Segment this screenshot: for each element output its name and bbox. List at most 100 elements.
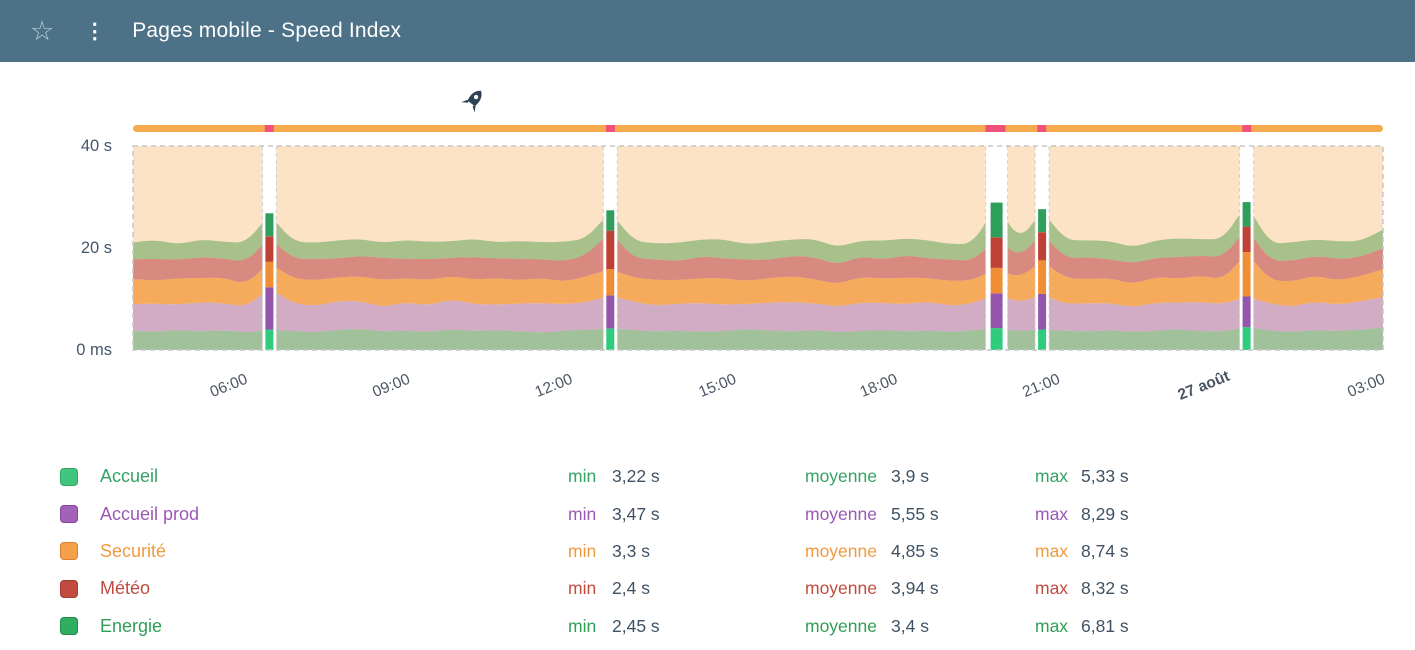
status-marker[interactable] bbox=[1242, 125, 1252, 132]
min-label: min bbox=[568, 540, 597, 561]
event-spike-segment bbox=[990, 202, 1003, 238]
event-spike-segment bbox=[1242, 226, 1251, 253]
min-label: min bbox=[568, 466, 597, 487]
y-tick-label: 40 s bbox=[81, 137, 112, 155]
max-label: max bbox=[1035, 503, 1069, 524]
moyenne-value: 3,94 s bbox=[891, 578, 939, 599]
legend-row[interactable]: Météo min 2,4 s moyenne 3,94 s max 8,32 s bbox=[0, 570, 1415, 607]
y-tick-label: 0 ms bbox=[76, 341, 112, 359]
area-series-3 bbox=[133, 234, 1383, 283]
max-value: 6,81 s bbox=[1081, 615, 1129, 636]
area-series-4 bbox=[133, 211, 1383, 263]
event-spike-segment bbox=[606, 230, 615, 269]
status-marker[interactable] bbox=[985, 125, 1006, 132]
menu-dots-icon[interactable]: ⋮ bbox=[84, 19, 106, 43]
event-spike-segment bbox=[1242, 202, 1251, 227]
min-label: min bbox=[568, 615, 597, 636]
moyenne-label: moyenne bbox=[805, 503, 877, 524]
series-color-swatch[interactable] bbox=[60, 579, 78, 598]
moyenne-value: 4,85 s bbox=[891, 540, 939, 561]
x-tick-label: 09:00 bbox=[370, 371, 413, 401]
page-title: Pages mobile - Speed Index bbox=[132, 19, 402, 42]
max-value: 8,29 s bbox=[1081, 503, 1129, 524]
rocket-icon bbox=[461, 90, 482, 113]
series-color-swatch[interactable] bbox=[60, 505, 78, 524]
max-value: 5,33 s bbox=[1081, 466, 1129, 487]
max-label: max bbox=[1035, 615, 1069, 636]
event-spike-segment bbox=[990, 267, 1003, 294]
speed-index-chart: 0 ms 20 s 40 s 06:00 09:00 12:00 15:00 18:00 21:… bbox=[0, 62, 1415, 454]
status-timeline-bar bbox=[133, 125, 1383, 132]
event-spike-segment bbox=[606, 295, 615, 329]
ceiling-area bbox=[133, 146, 1383, 246]
x-tick-label: 15:00 bbox=[696, 371, 739, 401]
favorite-star-icon[interactable]: ☆ bbox=[30, 15, 55, 46]
event-spike-segment bbox=[1038, 329, 1047, 350]
series-name: Securité bbox=[100, 540, 167, 561]
moyenne-label: moyenne bbox=[805, 578, 877, 599]
event-spike-segment bbox=[990, 293, 1003, 329]
series-color-swatch[interactable] bbox=[60, 467, 78, 486]
event-spike-segment bbox=[265, 213, 274, 237]
series-name: Météo bbox=[100, 578, 151, 599]
series-color-swatch[interactable] bbox=[60, 617, 78, 636]
max-label: max bbox=[1035, 466, 1069, 487]
series-color-swatch[interactable] bbox=[60, 542, 78, 561]
legend-row[interactable]: Securité min 3,3 s moyenne 4,85 s max 8,74 s bbox=[0, 533, 1415, 570]
min-value: 2,4 s bbox=[612, 578, 650, 599]
event-spike-segment bbox=[1038, 209, 1047, 233]
area-series-0 bbox=[133, 327, 1383, 350]
status-marker[interactable] bbox=[264, 125, 274, 132]
series-name: Energie bbox=[100, 615, 163, 636]
moyenne-value: 3,9 s bbox=[891, 466, 929, 487]
max-label: max bbox=[1035, 578, 1069, 599]
min-label: min bbox=[568, 578, 597, 599]
max-value: 8,74 s bbox=[1081, 540, 1129, 561]
min-value: 3,3 s bbox=[612, 540, 650, 561]
series-legend: Accueil min 3,22 s moyenne 3,9 s max 5,33 s Acc… bbox=[0, 458, 1415, 645]
moyenne-value: 3,4 s bbox=[891, 615, 929, 636]
min-label: min bbox=[568, 503, 597, 524]
min-value: 2,45 s bbox=[612, 615, 660, 636]
area-series-1 bbox=[133, 291, 1383, 333]
y-tick-label: 20 s bbox=[81, 239, 112, 257]
moyenne-value: 5,55 s bbox=[891, 503, 939, 524]
legend-row[interactable]: Accueil min 3,22 s moyenne 3,9 s max 5,33 s bbox=[0, 458, 1415, 495]
x-tick-label: 06:00 bbox=[208, 371, 251, 401]
plot-border bbox=[132, 145, 1384, 351]
event-spike-segment bbox=[1038, 293, 1047, 330]
moyenne-label: moyenne bbox=[805, 540, 877, 561]
area-series-2 bbox=[133, 259, 1383, 307]
status-marker[interactable] bbox=[1037, 125, 1047, 132]
max-label: max bbox=[1035, 540, 1069, 561]
series-name: Accueil prod bbox=[100, 503, 200, 524]
event-spike-segment bbox=[1038, 232, 1047, 261]
event-spike-segment bbox=[990, 237, 1003, 268]
event-spike-segment bbox=[1242, 296, 1251, 328]
event-spike-segment bbox=[265, 236, 274, 262]
series-name: Accueil bbox=[100, 466, 159, 487]
event-spike-segment bbox=[1242, 327, 1251, 350]
x-tick-label: 18:00 bbox=[858, 371, 901, 401]
x-tick-label: 03:00 bbox=[1345, 371, 1388, 401]
event-spike-segment bbox=[606, 268, 615, 296]
moyenne-label: moyenne bbox=[805, 615, 877, 636]
legend-row[interactable]: Accueil prod min 3,47 s moyenne 5,55 s max 8,2… bbox=[0, 495, 1415, 532]
min-value: 3,22 s bbox=[612, 466, 660, 487]
event-spike-segment bbox=[265, 329, 274, 350]
widget-header: ☆ ⋮ Pages mobile - Speed Index bbox=[0, 0, 1415, 62]
event-spike-segment bbox=[990, 328, 1003, 350]
event-spike-segment bbox=[606, 210, 615, 231]
min-value: 3,47 s bbox=[612, 503, 660, 524]
event-spike-segment bbox=[1242, 252, 1251, 297]
event-spike-segment bbox=[606, 328, 615, 350]
legend-row[interactable]: Energie min 2,45 s moyenne 3,4 s max 6,81 s bbox=[0, 608, 1415, 645]
x-tick-label: 21:00 bbox=[1020, 371, 1063, 401]
x-tick-label: 12:00 bbox=[533, 371, 576, 401]
status-marker[interactable] bbox=[606, 125, 615, 132]
max-value: 8,32 s bbox=[1081, 578, 1129, 599]
moyenne-label: moyenne bbox=[805, 466, 877, 487]
event-spike-segment bbox=[265, 261, 274, 288]
event-spike-segment bbox=[265, 287, 274, 330]
event-spike-segment bbox=[1038, 260, 1047, 294]
